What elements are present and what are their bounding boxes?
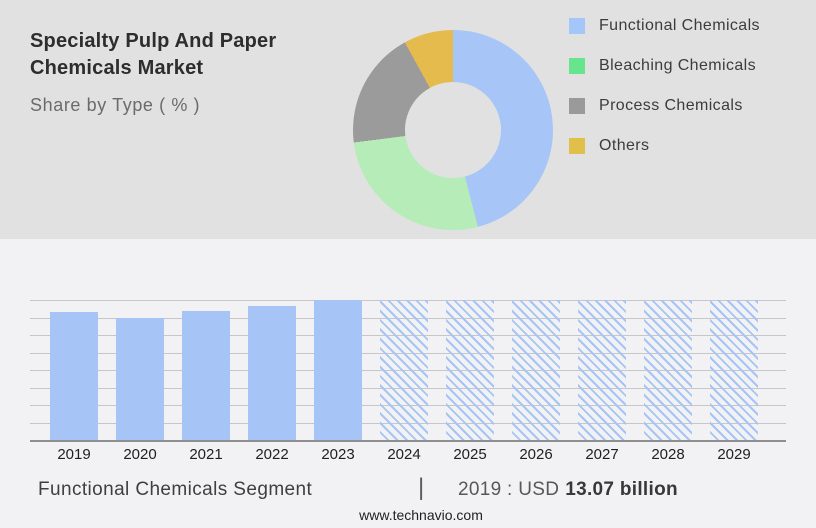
bar-2028-forecast <box>644 300 692 440</box>
segment-value-bold: 13.07 billion <box>565 479 678 500</box>
bar-2023 <box>314 300 362 440</box>
website-text: www.technavio.com <box>359 507 483 523</box>
bar-2021 <box>182 311 230 440</box>
x-tick-label-2022: 2022 <box>255 446 289 463</box>
caption-separator: | <box>418 474 425 501</box>
bar-2026-forecast <box>512 300 560 440</box>
segment-value-prefix: 2019 : USD <box>458 479 560 500</box>
legend-label-functional-chemicals: Functional Chemicals <box>599 17 760 34</box>
bar-2020 <box>116 317 164 440</box>
x-tick-label-2028: 2028 <box>651 446 685 463</box>
x-tick-label-2019: 2019 <box>57 446 91 463</box>
title-block: Specialty Pulp And Paper Chemicals Marke… <box>30 28 276 116</box>
segment-caption: Functional Chemicals Segment <box>38 479 313 500</box>
legend-item-functional-chemicals: Functional Chemicals <box>569 17 760 34</box>
x-tick-label-2027: 2027 <box>585 446 619 463</box>
donut-hole <box>405 82 501 178</box>
x-tick-label-2021: 2021 <box>189 446 223 463</box>
donut-chart <box>353 30 553 230</box>
chart-subtitle: Share by Type ( % ) <box>30 95 201 115</box>
bar-2029-forecast <box>710 300 758 440</box>
donut-legend: Functional Chemicals Bleaching Chemicals P… <box>569 17 760 154</box>
legend-label-bleaching-chemicals: Bleaching Chemicals <box>599 57 757 74</box>
bar-2027-forecast <box>578 300 626 440</box>
legend-swatch-functional-chemicals <box>569 18 585 34</box>
page-title-line2: Chemicals Market <box>30 57 204 79</box>
legend-swatch-process-chemicals <box>569 98 585 114</box>
bar-chart <box>30 300 786 442</box>
legend-item-others: Others <box>569 137 760 154</box>
legend-item-bleaching-chemicals: Bleaching Chemicals <box>569 57 760 74</box>
x-tick-label-2029: 2029 <box>717 446 751 463</box>
bar-2025-forecast <box>446 300 494 440</box>
x-tick-label-2026: 2026 <box>519 446 553 463</box>
legend-label-others: Others <box>599 137 650 154</box>
bar-2022 <box>248 306 296 440</box>
x-axis-line <box>30 440 786 442</box>
legend-item-process-chemicals: Process Chemicals <box>569 97 760 114</box>
legend-swatch-bleaching-chemicals <box>569 58 585 74</box>
x-tick-label-2023: 2023 <box>321 446 355 463</box>
x-tick-label-2020: 2020 <box>123 446 157 463</box>
legend-swatch-others <box>569 138 585 154</box>
bar-2024-forecast <box>380 300 428 440</box>
segment-value: 2019 : USD 13.07 billion <box>458 479 678 501</box>
legend-label-process-chemicals: Process Chemicals <box>599 97 743 114</box>
page-title-line1: Specialty Pulp And Paper <box>30 30 277 52</box>
bar-2019 <box>50 311 98 440</box>
x-tick-label-2025: 2025 <box>453 446 487 463</box>
x-tick-label-2024: 2024 <box>387 446 421 463</box>
